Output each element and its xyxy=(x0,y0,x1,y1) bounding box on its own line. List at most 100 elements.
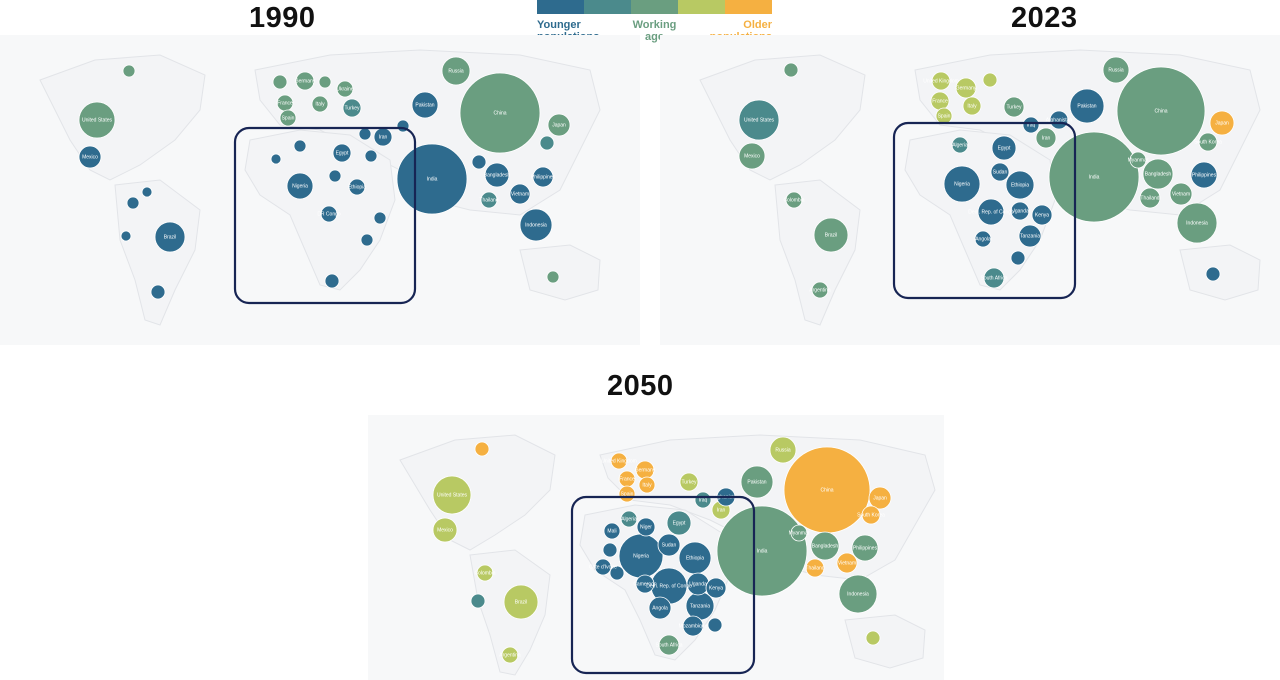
bubble-colombia-1990[interactable] xyxy=(126,196,140,210)
bubble-egypt-2023[interactable] xyxy=(991,135,1017,161)
bubble-india-2050[interactable] xyxy=(716,505,808,597)
bubble-myanmar-2023[interactable] xyxy=(1129,151,1147,169)
bubble-south-korea-2023[interactable] xyxy=(1198,132,1218,152)
bubble-japan-2050[interactable] xyxy=(868,486,892,510)
bubble-united-kingdom-2050[interactable] xyxy=(610,452,628,470)
bubble-russia-1990[interactable] xyxy=(441,56,471,86)
bubble-south-korea-2050[interactable] xyxy=(861,505,881,525)
bubble-china-2023[interactable] xyxy=(1116,66,1206,156)
bubble-mexico-2050[interactable] xyxy=(432,517,458,543)
bubble-cameroon-2050[interactable] xyxy=(635,574,655,594)
bubble-tanzania-2023[interactable] xyxy=(1018,224,1042,248)
bubble-italy-2023[interactable] xyxy=(962,96,982,116)
bubble-saudi-arabia-1990[interactable] xyxy=(364,149,378,163)
bubble-myanmar-1990[interactable] xyxy=(471,154,487,170)
bubble-pakistan-2050[interactable] xyxy=(740,465,774,499)
bubble-bangladesh-2050[interactable] xyxy=(810,531,840,561)
bubble-poland-2023[interactable] xyxy=(982,72,998,88)
bubble-ethiopia-2023[interactable] xyxy=(1005,170,1035,200)
bubble-united-states-1990[interactable] xyxy=(78,101,116,139)
bubble-russia-2050[interactable] xyxy=(769,436,797,464)
bubble-philippines-1990[interactable] xyxy=(532,166,554,188)
bubble-iraq-1990[interactable] xyxy=(358,127,372,141)
bubble-morocco-1990[interactable] xyxy=(270,153,282,165)
bubble-germany-2023[interactable] xyxy=(955,77,977,99)
bubble-south-africa-1990[interactable] xyxy=(324,273,340,289)
bubble-indonesia-1990[interactable] xyxy=(519,208,553,242)
bubble-nigeria-1990[interactable] xyxy=(286,172,314,200)
bubble-niger-2050[interactable] xyxy=(636,517,656,537)
bubble-turkey-2023[interactable] xyxy=(1003,96,1025,118)
bubble-indonesia-2050[interactable] xyxy=(838,574,878,614)
bubble-united-states-2050[interactable] xyxy=(432,475,472,515)
bubble-japan-1990[interactable] xyxy=(547,113,571,137)
bubble-kenya-1990[interactable] xyxy=(373,211,387,225)
bubble-cote-d-ivoire-2050[interactable] xyxy=(594,558,612,576)
bubble-ukraine-1990[interactable] xyxy=(336,80,354,98)
bubble-mexico-2023[interactable] xyxy=(738,142,766,170)
bubble-dr-congo-1990[interactable] xyxy=(320,205,338,223)
bubble-russia-2023[interactable] xyxy=(1102,56,1130,84)
bubble-philippines-2023[interactable] xyxy=(1190,161,1218,189)
bubble-colombia-2050[interactable] xyxy=(476,564,494,582)
bubble-indonesia-2023[interactable] xyxy=(1176,202,1218,244)
bubble-egypt-2050[interactable] xyxy=(666,510,692,536)
bubble-canada-1990[interactable] xyxy=(122,64,136,78)
bubble-australia-2050[interactable] xyxy=(865,630,881,646)
bubble-philippines-2050[interactable] xyxy=(851,534,879,562)
bubble-vietnam-1990[interactable] xyxy=(509,183,531,205)
bubble-argentina-2023[interactable] xyxy=(811,281,829,299)
bubble-mexico-1990[interactable] xyxy=(78,145,102,169)
bubble-argentina-2050[interactable] xyxy=(501,646,519,664)
bubble-sudan-2050[interactable] xyxy=(657,533,681,557)
bubble-thailand-1990[interactable] xyxy=(480,191,498,209)
bubble-kenya-2023[interactable] xyxy=(1031,204,1053,226)
bubble-germany-1990[interactable] xyxy=(295,71,315,91)
bubble-italy-1990[interactable] xyxy=(311,95,329,113)
bubble-bangladesh-1990[interactable] xyxy=(484,162,510,188)
bubble-venezuela-1990[interactable] xyxy=(141,186,153,198)
bubble-brazil-2050[interactable] xyxy=(503,584,539,620)
bubble-argentina-1990[interactable] xyxy=(150,284,166,300)
bubble-myanmar-2050[interactable] xyxy=(790,524,808,542)
bubble-vietnam-2023[interactable] xyxy=(1169,182,1193,206)
bubble-south-korea-1990[interactable] xyxy=(539,135,555,151)
bubble-united-kingdom-2023[interactable] xyxy=(931,71,951,91)
bubble-peru-2050[interactable] xyxy=(470,593,486,609)
bubble-sudan-1990[interactable] xyxy=(328,169,342,183)
bubble-madagascar-2050[interactable] xyxy=(707,617,723,633)
bubble-japan-2023[interactable] xyxy=(1209,110,1235,136)
bubble-canada-2050[interactable] xyxy=(474,441,490,457)
bubble-uganda-2023[interactable] xyxy=(1010,201,1030,221)
bubble-poland-1990[interactable] xyxy=(318,75,332,89)
bubble-bangladesh-2023[interactable] xyxy=(1142,158,1174,190)
bubble-dem-rep-of-congo-2023[interactable] xyxy=(977,198,1005,226)
bubble-brazil-2023[interactable] xyxy=(813,217,849,253)
bubble-kenya-2050[interactable] xyxy=(705,577,727,599)
bubble-algeria-2050[interactable] xyxy=(620,510,638,528)
bubble-mozambique-2050[interactable] xyxy=(682,615,704,637)
bubble-nigeria-2023[interactable] xyxy=(943,165,981,203)
bubble-mozambique-2023[interactable] xyxy=(1010,250,1026,266)
bubble-china-1990[interactable] xyxy=(459,72,541,154)
bubble-angola-2023[interactable] xyxy=(974,230,992,248)
bubble-afghanistan-2023[interactable] xyxy=(1049,110,1069,130)
bubble-tanzania-1990[interactable] xyxy=(360,233,374,247)
bubble-italy-2050[interactable] xyxy=(638,476,656,494)
bubble-vietnam-2050[interactable] xyxy=(836,552,858,574)
bubble-south-africa-2023[interactable] xyxy=(983,267,1005,289)
bubble-thailand-2050[interactable] xyxy=(805,558,825,578)
bubble-pakistan-1990[interactable] xyxy=(411,91,439,119)
bubble-brazil-1990[interactable] xyxy=(154,221,186,253)
bubble-iran-2023[interactable] xyxy=(1035,127,1057,149)
bubble-turkey-2050[interactable] xyxy=(679,472,699,492)
bubble-iraq-2023[interactable] xyxy=(1022,116,1040,134)
bubble-pakistan-2023[interactable] xyxy=(1069,88,1105,124)
bubble-australia-1990[interactable] xyxy=(546,270,560,284)
bubble-sudan-2023[interactable] xyxy=(990,162,1010,182)
bubble-canada-2023[interactable] xyxy=(783,62,799,78)
bubble-ethiopia-1990[interactable] xyxy=(348,178,366,196)
bubble-algeria-2023[interactable] xyxy=(951,136,969,154)
bubble-egypt-1990[interactable] xyxy=(332,143,352,163)
bubble-mali-2050[interactable] xyxy=(603,522,621,540)
